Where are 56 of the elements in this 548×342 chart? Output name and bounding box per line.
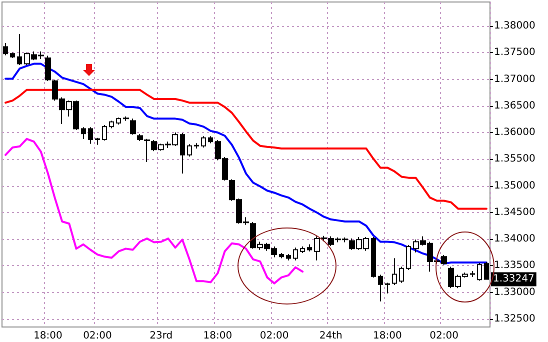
line-series (4, 62, 488, 265)
candlestick (180, 132, 185, 174)
candlestick (10, 52, 15, 58)
x-tick-label: 02:00 (260, 330, 289, 342)
candlestick (286, 254, 291, 261)
candlestick (279, 252, 284, 259)
candlestick (201, 136, 206, 148)
candlestick (484, 262, 489, 280)
y-tick-label: 1.34500 (494, 206, 536, 218)
y-tick-label: 1.35500 (494, 154, 536, 165)
text: 1.33247 (493, 274, 534, 285)
x-tick-label: 23rd (150, 330, 173, 342)
x-tick-label: 02:00 (83, 330, 112, 342)
candlestick (130, 118, 136, 136)
candlestick (477, 262, 482, 282)
candlestick (81, 126, 86, 140)
candlestick (109, 120, 114, 129)
candlestick (187, 144, 192, 158)
x-tick-label: 18:00 (203, 330, 232, 342)
candlestick (385, 282, 390, 294)
x-tick-label: 02:00 (430, 330, 458, 342)
candlestick (123, 116, 129, 122)
candlestick (406, 244, 411, 270)
line-series (4, 88, 488, 210)
y-tick-label: 1.33000 (494, 286, 536, 298)
candlestick (17, 33, 22, 66)
y-tick-label: 1.35000 (494, 180, 536, 192)
candlestick (95, 137, 100, 146)
candlestick (45, 55, 51, 82)
candlestick (399, 266, 404, 284)
candlestick (307, 244, 312, 252)
y-tick-label: 1.37500 (494, 47, 536, 58)
y-tick-label: 1.34000 (494, 234, 536, 245)
y-tick-label: 1.32500 (494, 314, 536, 325)
line-series (4, 138, 304, 284)
candlestick (194, 142, 199, 150)
candlestick (470, 270, 475, 278)
x-tick-label: 18:00 (373, 330, 402, 342)
y-tick-label: 1.36000 (494, 127, 536, 138)
candlestick (300, 246, 305, 254)
candlestick (392, 258, 397, 286)
candlestick (3, 42, 8, 56)
candlestick (116, 117, 121, 126)
candlestick (314, 236, 320, 261)
candlestick (88, 126, 93, 144)
candlestick (208, 136, 213, 144)
y-tick-label: 1.33500 (494, 260, 536, 272)
x-tick-label: 24th (319, 330, 342, 342)
candlestick (371, 236, 376, 278)
x-tick-label: 18:00 (34, 330, 62, 342)
candlestick (102, 124, 107, 142)
candlestick (293, 247, 298, 261)
y-tick-label: 1.38000 (494, 20, 536, 32)
y-tick-label: 1.37000 (494, 74, 536, 85)
y-tick-label: 1.36500 (494, 100, 536, 112)
candlestick (378, 274, 383, 302)
